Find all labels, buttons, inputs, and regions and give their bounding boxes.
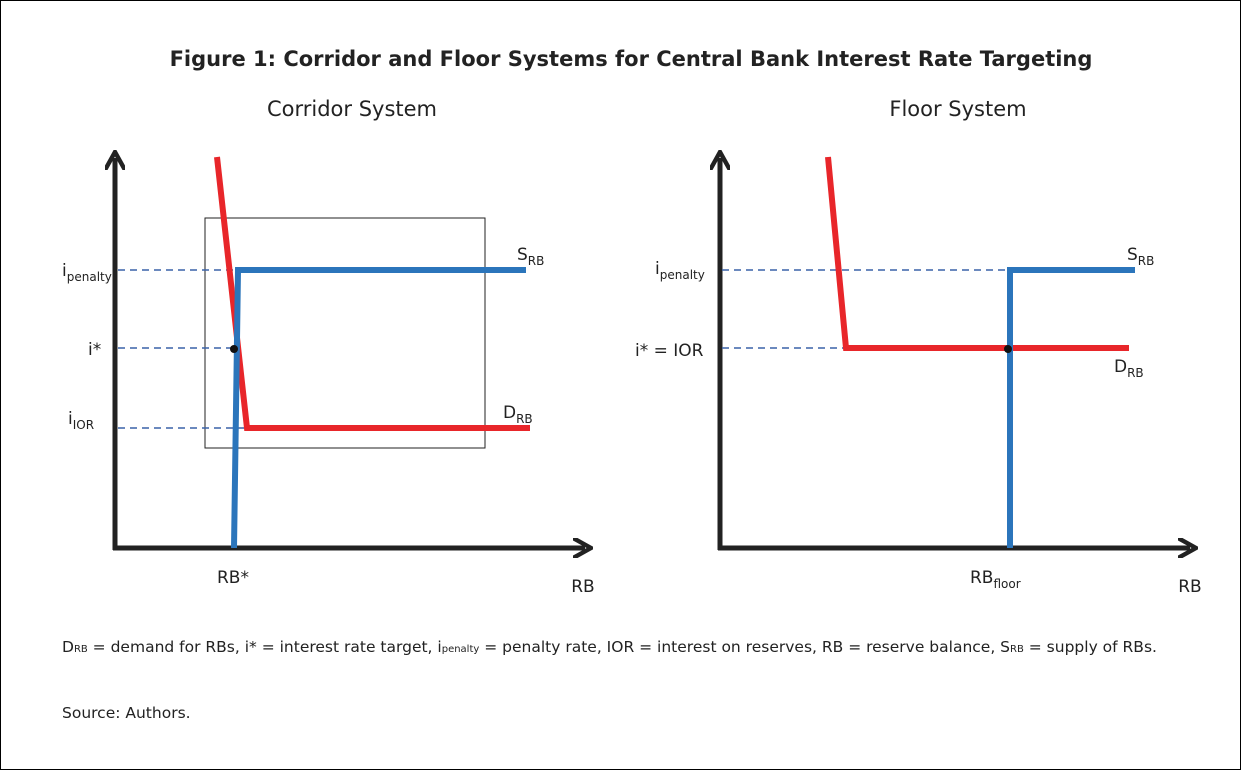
label: RBfloor bbox=[970, 568, 1021, 591]
equilibrium-dot bbox=[230, 345, 238, 353]
label: ipenalty bbox=[655, 259, 705, 282]
label: SRB bbox=[517, 245, 544, 268]
note: DRB = demand for RBs, i* = interest rate… bbox=[62, 636, 1212, 661]
note-text: = supply of RBs. bbox=[1023, 638, 1157, 656]
label: RB bbox=[571, 577, 594, 597]
demand-curve bbox=[825, 156, 1129, 351]
panel-title: Corridor System bbox=[267, 97, 437, 121]
panel-title: Floor System bbox=[889, 97, 1026, 121]
note-subscript: penalty bbox=[441, 644, 480, 655]
note-text: = demand for RBs, i* = interest rate tar… bbox=[87, 638, 442, 656]
equilibrium-dot bbox=[1004, 345, 1012, 353]
label: RB* bbox=[217, 568, 249, 588]
note-text: = penalty rate, IOR = interest on reserv… bbox=[479, 638, 1011, 656]
note-subscript: RB bbox=[73, 644, 88, 655]
label: iIOR bbox=[68, 409, 94, 432]
label: ipenalty bbox=[62, 261, 112, 284]
supply-curve bbox=[1007, 267, 1135, 548]
note-text: D bbox=[62, 638, 74, 656]
demand-curve bbox=[214, 156, 530, 431]
supply-curve bbox=[231, 267, 526, 549]
label: i* bbox=[88, 340, 101, 360]
label: DRB bbox=[1114, 357, 1144, 380]
label: SRB bbox=[1127, 245, 1154, 268]
label: DRB bbox=[503, 403, 533, 426]
dashed-guides bbox=[118, 269, 246, 429]
note-subscript: RB bbox=[1010, 644, 1024, 655]
source: Source: Authors. bbox=[62, 704, 191, 722]
label: i* = IOR bbox=[635, 341, 704, 361]
box bbox=[204, 217, 486, 449]
diagram: Figure 1: Corridor and Floor Systems for… bbox=[62, 47, 1202, 597]
dashed-guides bbox=[722, 269, 1010, 349]
label: RB bbox=[1178, 577, 1201, 597]
title: Figure 1: Corridor and Floor Systems for… bbox=[170, 47, 1093, 71]
